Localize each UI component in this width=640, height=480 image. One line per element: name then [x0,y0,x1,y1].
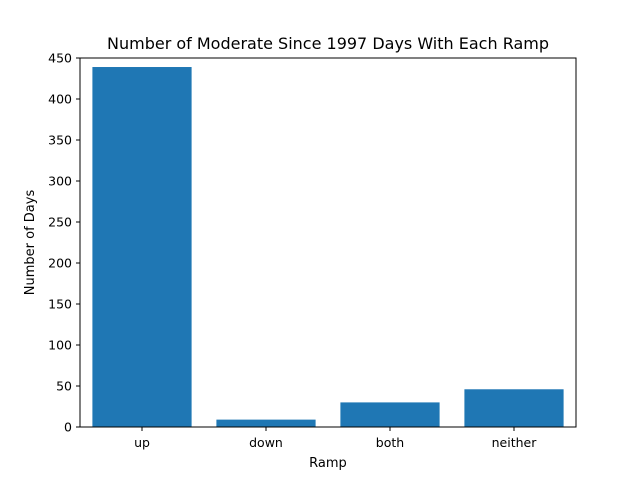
bars-group [92,67,564,428]
x-tick-label: both [376,435,404,450]
bar-both [340,402,440,427]
chart-title: Number of Moderate Since 1997 Days With … [107,34,549,53]
x-tick-label: neither [492,435,538,450]
plot-frame [79,57,577,428]
y-tick-label: 150 [48,297,72,312]
y-tick-label: 0 [64,420,72,435]
y-tick-label: 250 [48,215,72,230]
y-tick-label: 50 [56,379,72,394]
y-tick-label: 200 [48,256,72,271]
x-tick-label: up [134,435,150,450]
y-axis-label: Number of Days [23,190,38,296]
y-tick-label: 300 [48,174,72,189]
x-axis-label: Ramp [309,456,347,471]
y-tick-label: 400 [48,92,72,107]
y-tick-label: 450 [48,51,72,66]
bar-up [92,67,192,428]
y-axis-ticks: 0 50 100 150 200 250 300 350 400 450 [48,51,80,435]
y-tick-label: 100 [48,338,72,353]
x-tick-label: down [249,435,283,450]
x-axis-ticks: up down both neither [134,427,537,450]
bar-neither [464,389,564,427]
bar-down [216,419,316,427]
y-tick-label: 350 [48,133,72,148]
